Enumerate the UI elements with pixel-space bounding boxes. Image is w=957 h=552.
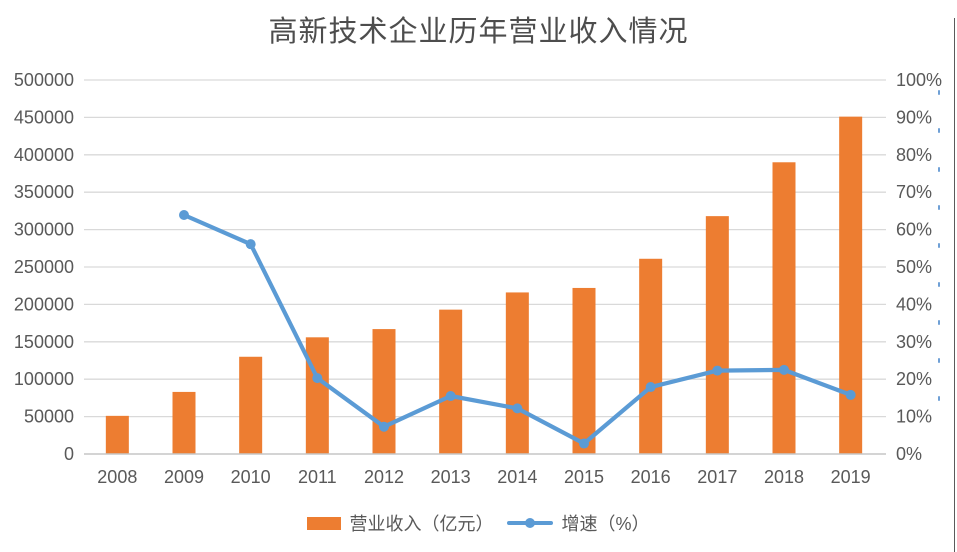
edge-mark <box>938 128 940 133</box>
x-tick-label: 2019 <box>831 467 871 487</box>
bar-2010[interactable] <box>239 356 263 454</box>
y-left-tick-label: 500000 <box>14 70 74 90</box>
legend-item-growth[interactable]: 增速（%） <box>507 510 650 536</box>
growth-point-2015[interactable] <box>579 438 589 449</box>
y-left-tick-label: 200000 <box>14 294 74 314</box>
bar-2018[interactable] <box>772 162 796 454</box>
legend-item-revenue[interactable]: 营业收入（亿元） <box>307 510 493 536</box>
growth-point-2012[interactable] <box>379 421 389 432</box>
y-right-tick-label: 20% <box>896 369 932 389</box>
y-right-tick-label: 60% <box>896 220 932 240</box>
revenue-swatch-icon <box>307 516 342 530</box>
bar-2013[interactable] <box>439 309 463 454</box>
bar-2016[interactable] <box>639 258 663 454</box>
bar-2009[interactable] <box>172 391 196 454</box>
y-right-tick-label: 70% <box>896 182 932 202</box>
growth-swatch-icon <box>507 518 554 528</box>
x-tick-label: 2013 <box>431 467 471 487</box>
bar-2008[interactable] <box>105 415 129 454</box>
y-left-tick-label: 0 <box>64 444 74 464</box>
x-tick-label: 2012 <box>364 467 404 487</box>
x-tick-label: 2011 <box>298 467 337 487</box>
growth-point-2013[interactable] <box>445 391 456 402</box>
growth-point-2014[interactable] <box>512 403 523 414</box>
x-tick-label: 2010 <box>231 467 271 487</box>
growth-point-2011[interactable] <box>312 373 323 384</box>
y-right-tick-label: 100% <box>896 70 942 90</box>
edge-mark <box>938 320 940 325</box>
x-tick-label: 2009 <box>164 467 204 487</box>
y-right-tick-label: 50% <box>896 257 932 277</box>
edge-mark <box>938 243 940 248</box>
legend: 营业收入（亿元） 增速（%） <box>0 506 957 540</box>
x-tick-label: 2014 <box>497 467 537 487</box>
edge-mark <box>938 282 940 287</box>
y-left-tick-label: 350000 <box>14 182 74 202</box>
y-left-tick-label: 250000 <box>14 257 74 277</box>
y-right-tick-label: 0% <box>896 444 922 464</box>
y-left-tick-label: 150000 <box>14 332 74 352</box>
bar-2014[interactable] <box>505 292 529 454</box>
growth-point-2016[interactable] <box>645 382 656 393</box>
chart-title: 高新技术企业历年营业收入情况 <box>268 14 689 48</box>
x-tick-label: 2016 <box>631 467 671 487</box>
bar-2017[interactable] <box>705 216 729 454</box>
x-tick-label: 2017 <box>697 467 737 487</box>
growth-point-2019[interactable] <box>845 389 856 400</box>
y-right-tick-label: 10% <box>896 407 932 427</box>
x-tick-label: 2018 <box>764 467 804 487</box>
bar-2012[interactable] <box>372 329 396 454</box>
x-tick-label: 2008 <box>97 467 137 487</box>
growth-point-2009[interactable] <box>179 210 189 221</box>
y-left-tick-label: 50000 <box>24 407 74 427</box>
bar-2019[interactable] <box>839 116 863 454</box>
legend-label-growth: 增速（%） <box>561 514 650 534</box>
edge-mark <box>938 358 940 363</box>
y-left-tick-label: 300000 <box>14 220 74 240</box>
growth-point-2010[interactable] <box>245 239 256 250</box>
y-right-tick-label: 30% <box>896 332 932 352</box>
bar-2011[interactable] <box>305 337 329 454</box>
window-edge-line <box>954 18 955 552</box>
edge-mark <box>938 90 940 95</box>
y-right-tick-label: 80% <box>896 145 932 165</box>
legend-label-revenue: 营业收入（亿元） <box>349 514 494 534</box>
edge-mark <box>938 205 940 210</box>
y-left-tick-label: 400000 <box>14 145 74 165</box>
x-tick-label: 2015 <box>564 467 604 487</box>
y-right-tick-label: 40% <box>896 294 932 314</box>
y-right-tick-label: 90% <box>896 107 932 127</box>
edge-mark <box>938 167 940 172</box>
y-left-tick-label: 450000 <box>14 107 74 127</box>
y-left-tick-label: 100000 <box>14 369 74 389</box>
bar-2015[interactable] <box>572 287 596 454</box>
growth-point-2018[interactable] <box>779 364 789 375</box>
growth-point-2017[interactable] <box>712 365 723 376</box>
edge-mark <box>938 396 940 401</box>
